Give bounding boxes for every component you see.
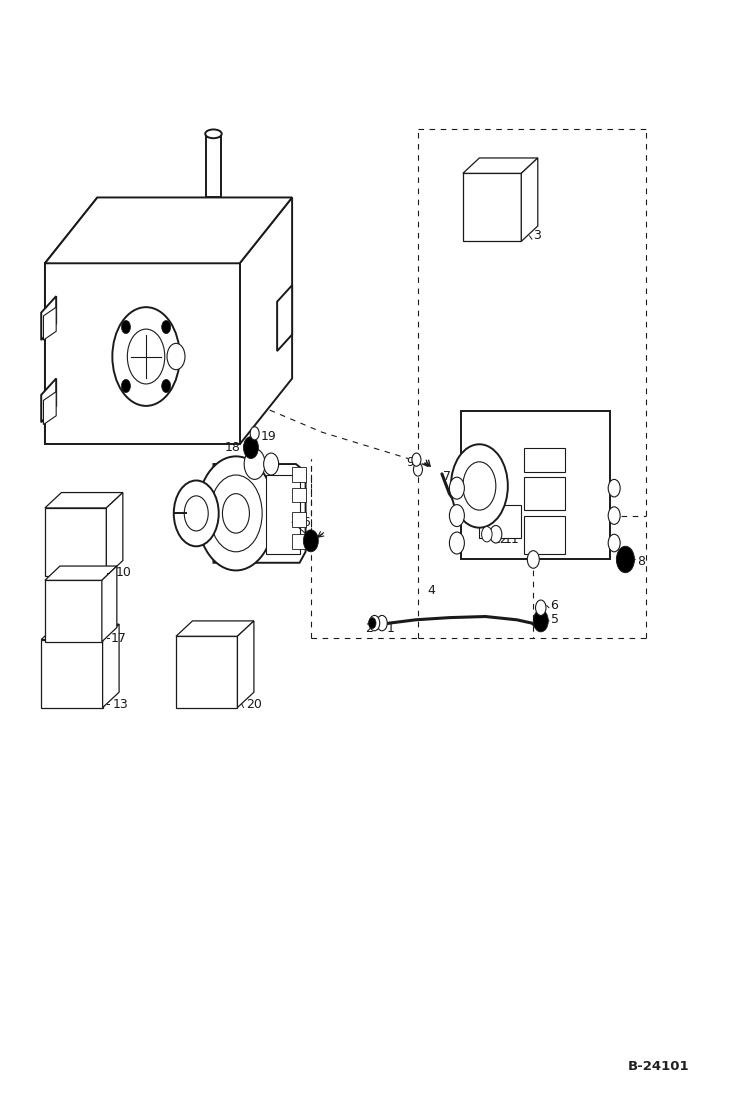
Text: B-24101: B-24101 — [628, 1060, 689, 1073]
Text: 16: 16 — [296, 516, 312, 529]
Circle shape — [412, 453, 421, 466]
Text: 10: 10 — [116, 566, 132, 579]
Polygon shape — [41, 378, 56, 422]
Bar — [524, 448, 565, 472]
Circle shape — [616, 546, 634, 573]
Ellipse shape — [205, 129, 222, 138]
Polygon shape — [463, 158, 538, 173]
Circle shape — [184, 496, 208, 531]
Circle shape — [264, 453, 279, 475]
Text: 21: 21 — [283, 476, 299, 489]
Polygon shape — [237, 621, 254, 708]
Text: 4: 4 — [427, 584, 435, 597]
Circle shape — [536, 600, 546, 615]
Circle shape — [377, 615, 387, 631]
Polygon shape — [41, 640, 103, 708]
Bar — [461, 411, 610, 559]
Bar — [292, 512, 306, 527]
Text: 1: 1 — [386, 622, 395, 635]
Text: 3: 3 — [533, 229, 542, 242]
Circle shape — [482, 527, 492, 542]
Polygon shape — [102, 566, 117, 642]
Polygon shape — [43, 392, 56, 425]
Polygon shape — [45, 508, 106, 576]
Polygon shape — [277, 285, 292, 351]
Polygon shape — [41, 624, 119, 640]
Polygon shape — [106, 493, 123, 576]
Polygon shape — [213, 464, 306, 563]
Text: 8: 8 — [637, 555, 645, 568]
Text: 14: 14 — [485, 500, 501, 513]
Circle shape — [490, 525, 502, 543]
Text: 5: 5 — [551, 613, 559, 626]
Bar — [292, 488, 306, 502]
Circle shape — [121, 380, 130, 393]
Circle shape — [449, 532, 464, 554]
Polygon shape — [45, 263, 240, 444]
Bar — [524, 516, 565, 554]
Circle shape — [527, 551, 539, 568]
Circle shape — [250, 427, 259, 440]
Text: 18: 18 — [225, 441, 240, 454]
Circle shape — [413, 463, 422, 476]
Polygon shape — [45, 493, 123, 508]
Circle shape — [162, 320, 171, 333]
Polygon shape — [463, 173, 521, 241]
Polygon shape — [45, 566, 117, 580]
Text: 12: 12 — [493, 533, 509, 546]
Bar — [524, 477, 565, 510]
Text: 13: 13 — [112, 698, 128, 711]
Bar — [292, 534, 306, 548]
Circle shape — [127, 329, 165, 384]
Circle shape — [451, 444, 508, 528]
Circle shape — [608, 534, 620, 552]
Bar — [266, 475, 300, 554]
Text: 2: 2 — [366, 622, 374, 635]
Bar — [479, 505, 521, 538]
Circle shape — [608, 507, 620, 524]
Polygon shape — [240, 197, 292, 444]
Polygon shape — [43, 307, 56, 340]
Circle shape — [121, 320, 130, 333]
Polygon shape — [41, 296, 56, 340]
Polygon shape — [103, 624, 119, 708]
Circle shape — [463, 462, 496, 510]
Polygon shape — [45, 580, 102, 642]
Polygon shape — [45, 197, 292, 263]
Circle shape — [210, 475, 262, 552]
Circle shape — [449, 505, 464, 527]
Polygon shape — [45, 197, 97, 444]
Polygon shape — [176, 636, 237, 708]
Circle shape — [303, 530, 318, 552]
Circle shape — [174, 480, 219, 546]
Text: 9: 9 — [407, 456, 415, 470]
Circle shape — [197, 456, 275, 570]
Polygon shape — [206, 137, 221, 197]
Text: 19: 19 — [261, 430, 276, 443]
Polygon shape — [521, 158, 538, 241]
Circle shape — [533, 610, 548, 632]
Circle shape — [369, 615, 380, 631]
Circle shape — [112, 307, 180, 406]
Circle shape — [449, 477, 464, 499]
Bar — [292, 467, 306, 482]
Polygon shape — [176, 621, 254, 636]
Circle shape — [243, 437, 258, 459]
Text: 17: 17 — [111, 632, 127, 645]
Text: 7: 7 — [443, 470, 452, 483]
Circle shape — [244, 449, 265, 479]
Circle shape — [222, 494, 249, 533]
Text: 20: 20 — [246, 698, 261, 711]
Text: 6: 6 — [551, 599, 559, 612]
Circle shape — [162, 380, 171, 393]
Circle shape — [167, 343, 185, 370]
Text: 11: 11 — [503, 533, 519, 546]
Circle shape — [608, 479, 620, 497]
Circle shape — [369, 618, 376, 629]
